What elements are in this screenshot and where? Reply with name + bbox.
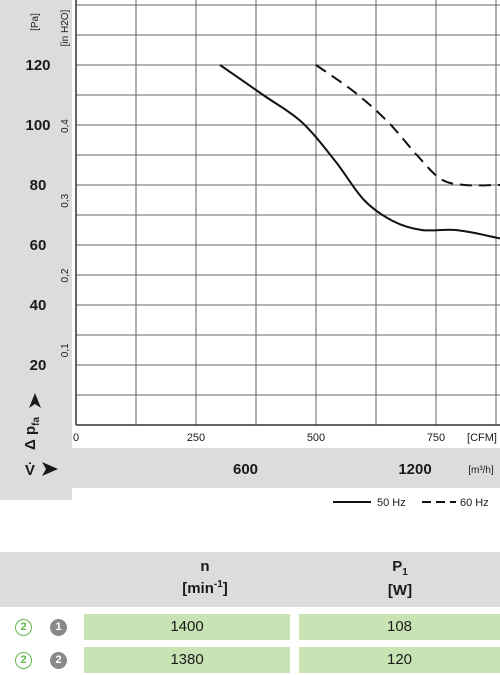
y-tick-label: 100 xyxy=(25,117,50,134)
x-axis-band xyxy=(0,448,500,488)
cell-p1: 108 xyxy=(299,614,500,640)
x2-unit-label: [m³/h] xyxy=(468,465,494,476)
x2-tick-label: 600 xyxy=(233,461,258,478)
x-tick-label: 750 xyxy=(427,432,445,444)
series-line-60hz xyxy=(315,64,500,187)
x2-axis-arrow-icon xyxy=(42,462,58,476)
x2-tick-label: 1200 xyxy=(398,461,431,478)
cell-n: 1380 xyxy=(84,647,290,673)
y-tick-label: 120 xyxy=(25,57,50,74)
header-n-symbol: n xyxy=(200,558,210,575)
y-tick-label: 60 xyxy=(30,237,47,254)
y-axis-arrow-icon xyxy=(29,393,41,408)
y-unit-label: [Pa] xyxy=(30,13,41,31)
operating-point-grey-icon: 1 xyxy=(50,619,67,636)
y-axis-symbol-main: Δ p xyxy=(22,426,39,450)
y-axis-band xyxy=(0,0,72,500)
header-p1-symbol: P1 xyxy=(300,558,500,582)
table-row: 2 1 1400 108 xyxy=(0,614,500,642)
y2-tick-label: 0,2 xyxy=(60,268,71,282)
labels: 120 100 80 60 40 20 [Pa] 0,4 0,3 0,2 0,1 [in H2O] Δ … xyxy=(22,9,497,509)
grid xyxy=(75,0,500,426)
y-tick-label: 40 xyxy=(30,297,47,314)
header-n-unit-sup: -1 xyxy=(213,579,223,590)
table-header: n [min-1] P1 [W] xyxy=(0,552,500,607)
y-axis-symbol-sub: fa xyxy=(31,417,42,426)
cell-n: 1400 xyxy=(84,614,290,640)
operating-point-grey-icon: 2 xyxy=(50,652,67,669)
x-tick-label: 250 xyxy=(187,432,205,444)
x2-axis-symbol: V̇ xyxy=(25,462,35,479)
x-unit-label: [CFM] xyxy=(467,432,497,444)
y-tick-label: 20 xyxy=(30,357,47,374)
y2-tick-label: 0,3 xyxy=(60,193,71,207)
header-n-unit-pre: [min xyxy=(182,580,214,597)
performance-table: n [min-1] P1 [W] 2 1 1400 108 2 2 1380 1… xyxy=(0,552,500,675)
cell-p1: 120 xyxy=(299,647,500,673)
series-line-50hz xyxy=(219,64,500,240)
header-n-unit: [min-1] xyxy=(110,576,300,598)
operating-point-green-icon: 2 xyxy=(15,652,32,669)
curves xyxy=(219,64,500,240)
y-tick-label: 80 xyxy=(30,177,47,194)
table-row: 2 2 1380 120 xyxy=(0,647,500,675)
y2-tick-label: 0,1 xyxy=(60,343,71,357)
header-p1-letter: P xyxy=(392,558,403,575)
header-n-unit-post: ] xyxy=(222,580,228,597)
header-p1-unit: [W] xyxy=(387,582,413,599)
header-n: n [min-1] xyxy=(110,558,300,598)
x-tick-label: 500 xyxy=(307,432,325,444)
legend-label-60hz: 60 Hz xyxy=(460,497,489,509)
header-p1: P1 [W] xyxy=(300,558,500,600)
y-axis-symbol: Δ pfa xyxy=(22,417,42,450)
legend-label-50hz: 50 Hz xyxy=(377,497,406,509)
y2-tick-label: 0,4 xyxy=(60,119,71,133)
y2-unit-label: [in H2O] xyxy=(60,9,71,46)
operating-point-green-icon: 2 xyxy=(15,619,32,636)
x-tick-label: 0 xyxy=(73,432,79,444)
header-p1-sub: 1 xyxy=(402,567,408,578)
